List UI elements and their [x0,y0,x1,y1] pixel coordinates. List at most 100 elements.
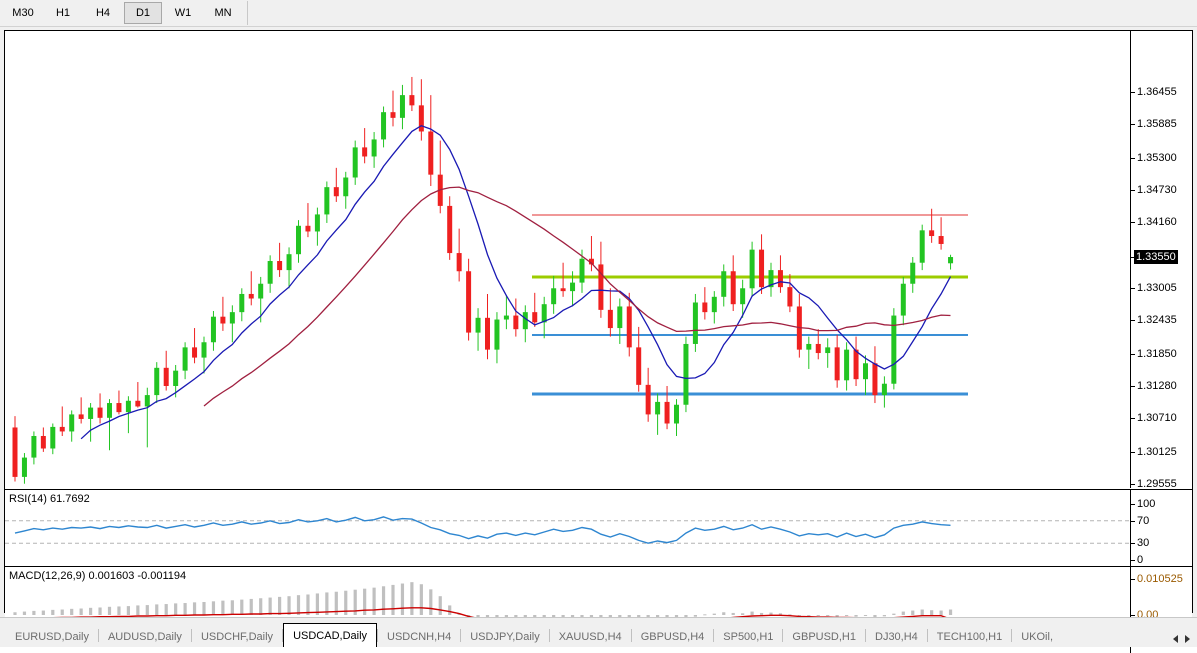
candle-body [730,271,736,305]
timeframe-button-h4[interactable]: H4 [95,7,111,19]
chart-tab-usdcad-daily[interactable]: USDCAD,Daily [283,623,378,647]
tab-separator [782,628,784,642]
price-tick-label: 1.32435 [1137,314,1177,327]
candle-body [163,367,169,386]
candle-body [844,349,850,381]
macd-histogram-bar [892,613,896,615]
price-pane: 1.36455 1.35885 1.35300 1.34730 1.34160 1.335… [5,31,1192,490]
candle-body [881,383,887,396]
candle-body [768,270,774,288]
macd-histogram-bar [363,588,367,615]
macd-histogram-bar [325,592,329,615]
macd-histogram-bar [202,602,206,615]
candle-body [910,262,916,284]
chart-tab-usdjpy-daily[interactable]: USDJPY,Daily [470,630,540,643]
timeframe-button-mn[interactable]: MN [214,7,232,19]
candle-body [371,139,377,157]
tab-separator [865,628,866,642]
chart-tab-ukoil-[interactable]: UKOil, [1021,630,1053,643]
chart-tab-gbpusd-h1[interactable]: GBPUSD,H1 [792,630,856,643]
price-tick-mark [1131,386,1135,387]
candle-body [182,347,188,371]
rsi-line [14,516,951,544]
timeframe-button-m30[interactable]: M30 [12,7,34,19]
price-tick-label: 1.35885 [1137,118,1177,131]
macd-histogram-bar [882,615,886,617]
macd-histogram-bar [901,611,905,615]
candle-body [683,343,689,405]
macd-histogram-bar [835,615,839,618]
candle-body [702,302,708,313]
chart-tab-audusd-daily[interactable]: AUDUSD,Daily [107,630,182,643]
price-tick-label: 1.36455 [1137,86,1177,98]
scroll-right-icon[interactable] [1185,635,1190,643]
macd-histogram-bar [32,610,36,615]
candle-body [664,401,670,424]
price-plot-area[interactable] [5,31,1130,488]
tab-separator [548,628,550,642]
candle-body [570,282,576,292]
candle-body [296,225,301,255]
chart-tab-usdcnh-h4[interactable]: USDCNH,H4 [387,630,452,643]
macd-histogram-bar [381,586,386,615]
macd-histogram-bar [211,601,216,615]
tab-separator [926,628,928,642]
toolbar-divider [247,1,248,25]
tab-separator [713,628,715,642]
tab-separator [97,628,99,642]
macd-histogram-bar [306,594,310,615]
macd-histogram-bar [230,600,234,615]
candle-body [749,249,755,289]
candle-body [116,403,122,413]
chart-tab-dj30-h4[interactable]: DJ30,H4 [875,630,918,643]
macd-histogram-bar [722,612,726,615]
chart-tab-eurusd-daily[interactable]: EURUSD,Daily [15,630,89,643]
rsi-plot-area[interactable] [5,490,1130,566]
tab-separator [1011,628,1013,642]
macd-histogram-bar [826,615,830,616]
macd-histogram-bar [920,609,924,615]
candle-body [522,312,528,330]
timeframe-button-w1[interactable]: W1 [174,7,192,19]
candle-body [418,105,424,132]
timeframe-toolbar: M30 H1 H4 D1 W1 MN [0,0,1197,27]
candle-body [825,347,831,354]
macd-histogram-bar [259,598,263,615]
price-tick-mark [1131,92,1135,93]
candle-body [135,400,141,407]
chart-tab-xauusd-h4[interactable]: XAUUSD,H4 [558,630,622,643]
candle-body [31,435,37,458]
macd-histogram-bar [845,615,849,616]
timeframe-button-d1[interactable]: D1 [124,2,162,24]
macd-histogram-bar [693,615,697,617]
price-tick-label: 1.31850 [1137,347,1177,360]
candle-body [333,187,339,197]
macd-histogram-bar [70,608,74,615]
scroll-left-icon[interactable] [1173,635,1178,643]
rsi-pane: RSI(14) 61.7692 100 70 30 0 [5,489,1192,566]
price-scale-axis[interactable]: 1.36455 1.35885 1.35300 1.34730 1.34160 1.335… [1130,31,1192,490]
timeframe-button-h1[interactable]: H1 [55,7,71,19]
candle-body [551,288,557,305]
tab-separator [190,628,192,642]
chart-tab-tech100-h1[interactable]: TECH100,H1 [936,630,1003,643]
candle-body [314,214,320,232]
chart-tab-sp500-h1[interactable]: SP500,H1 [723,630,774,643]
macd-histogram-bar [930,610,934,615]
chart-tab-usdchf-daily[interactable]: USDCHF,Daily [200,630,274,643]
macd-histogram-bar [759,612,764,615]
candle-body [617,306,623,329]
price-tick-mark [1131,451,1135,453]
candle-body [636,347,642,385]
candle-body [777,270,783,288]
macd-histogram-bar [51,609,55,615]
macd-histogram-bar [741,613,745,615]
candle-body [900,283,906,316]
rsi-tick-mark [1131,504,1135,505]
macd-histogram-bar [448,605,452,615]
candle-body [69,414,75,432]
macd-histogram-bar [117,606,121,615]
chart-tab-gbpusd-h4[interactable]: GBPUSD,H4 [640,630,705,643]
macd-histogram-bar [410,582,414,615]
candle-body [40,435,46,449]
